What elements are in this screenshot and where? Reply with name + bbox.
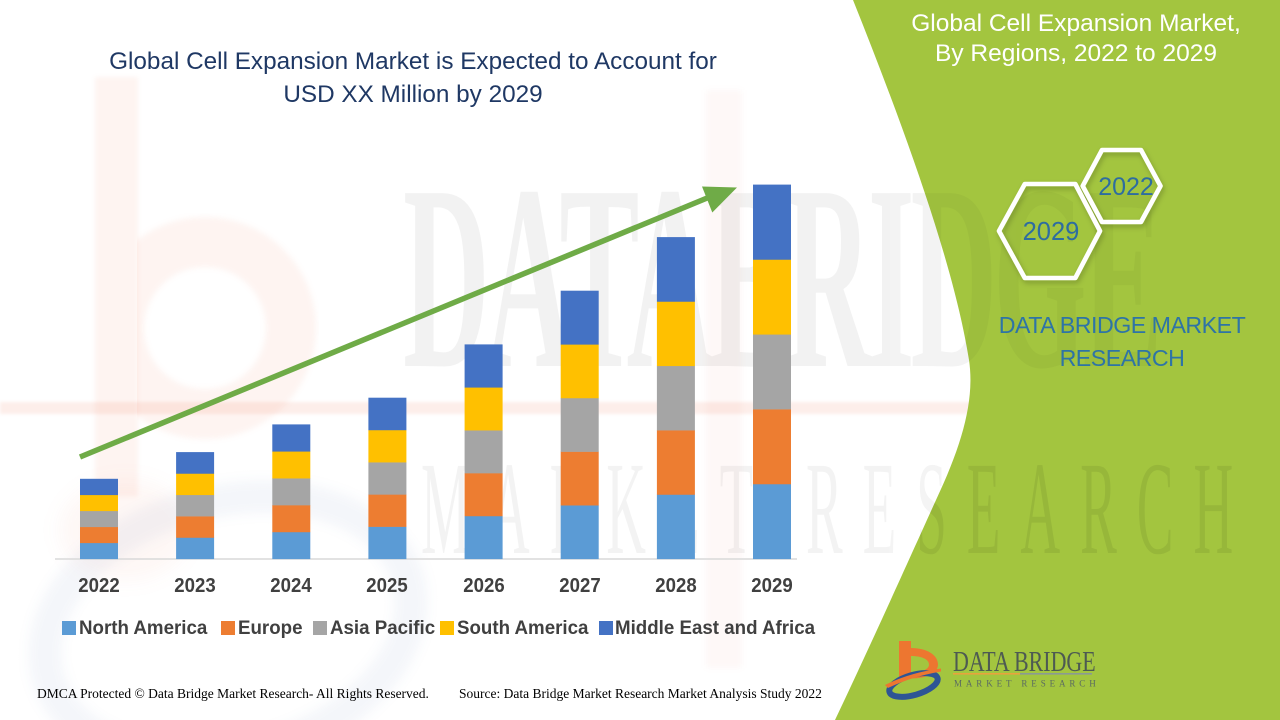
svg-text:2022: 2022 [1098, 173, 1154, 201]
svg-text:2029: 2029 [1023, 218, 1080, 246]
svg-text:DATA BRIDGE: DATA BRIDGE [953, 645, 1096, 677]
svg-text:MARKET RESEARCH: MARKET RESEARCH [954, 679, 1100, 689]
